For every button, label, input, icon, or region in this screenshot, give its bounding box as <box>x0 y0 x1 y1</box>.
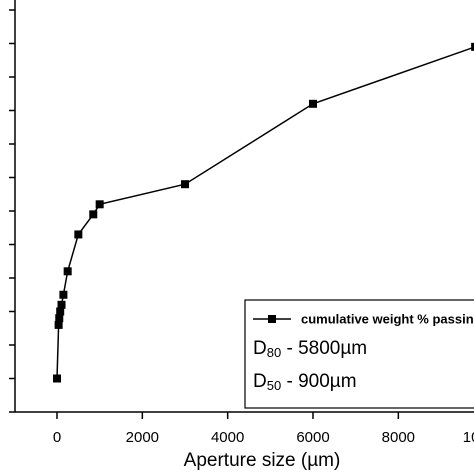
point <box>59 290 68 299</box>
point <box>56 307 65 316</box>
annotation-main: D <box>253 338 267 359</box>
point <box>181 180 189 189</box>
point <box>57 300 66 309</box>
x-tick-label: 10000 <box>463 429 474 446</box>
legend-marker <box>268 315 276 323</box>
x-axis-label: Aperture size (µm) <box>184 450 341 471</box>
point <box>55 314 64 323</box>
legend-box <box>244 299 474 409</box>
annotation-rest: - 900µm <box>281 371 356 392</box>
point <box>95 200 104 209</box>
point <box>471 42 474 51</box>
annotation-sub: 50 <box>267 378 281 393</box>
x-tick-label: 4000 <box>211 429 244 446</box>
point <box>74 230 83 239</box>
legend-label: cumulative weight % passing <box>301 311 474 326</box>
point <box>53 374 61 383</box>
x-tick-label: 2000 <box>126 429 159 446</box>
annotation-sub: 80 <box>267 345 281 360</box>
x-tick-label: 0 <box>53 429 61 446</box>
point <box>63 267 72 276</box>
point <box>309 99 317 108</box>
x-tick-label: 6000 <box>296 429 329 446</box>
annotation: D50 - 900µm <box>253 371 357 393</box>
annotation: D80 - 5800µm <box>253 338 367 360</box>
annotation-rest: - 5800µm <box>281 338 367 359</box>
point <box>89 210 98 219</box>
x-tick-label: 8000 <box>382 429 415 446</box>
point <box>54 320 63 329</box>
annotation-main: D <box>253 371 267 392</box>
